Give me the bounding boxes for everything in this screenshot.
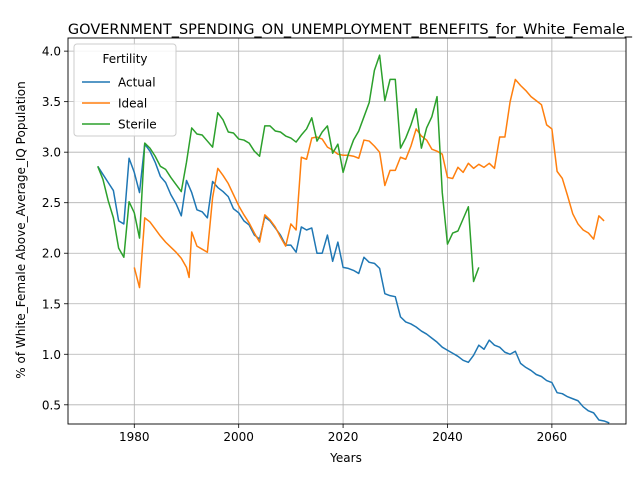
legend-box <box>73 43 177 137</box>
x-axis-label: Years <box>329 451 362 465</box>
legend-title: Fertility <box>102 52 147 66</box>
series-line-sterile <box>97 54 480 283</box>
legend-label-ideal: Ideal <box>118 97 147 111</box>
y-tick-label: 1.0 <box>42 348 61 362</box>
legend: Fertility Actual Ideal Sterile <box>73 43 177 137</box>
y-tick-label: 0.5 <box>42 398 61 412</box>
legend-label-actual: Actual <box>118 76 156 90</box>
grid <box>68 38 626 424</box>
x-tick-label: 1980 <box>119 430 150 444</box>
y-tick-label: 4.0 <box>42 45 61 59</box>
series-lines <box>97 54 610 424</box>
y-tick-label: 1.5 <box>42 297 61 311</box>
series-line-ideal <box>133 78 605 289</box>
x-tick-label: 2060 <box>537 430 568 444</box>
y-tick-label: 3.0 <box>42 146 61 160</box>
y-tick-label: 2.0 <box>42 247 61 261</box>
series-line-actual <box>97 143 610 424</box>
y-tick-label: 3.5 <box>42 95 61 109</box>
x-tick-label: 2040 <box>432 430 463 444</box>
legend-label-sterile: Sterile <box>118 118 157 132</box>
chart-title: GOVERNMENT_SPENDING_ON_UNEMPLOYMENT_BENE… <box>68 22 633 38</box>
y-axis-label: % of White_Female Above_Average_IQ Popul… <box>14 81 28 378</box>
x-tick-label: 2020 <box>328 430 359 444</box>
y-tick-label: 2.5 <box>42 196 61 210</box>
x-tick-label: 2000 <box>223 430 254 444</box>
plot-frame <box>67 37 627 425</box>
axis-ticks: 1980 2000 2020 2040 2060 0.5 1.0 1.5 2.0 2.5 3.0 3.… <box>42 45 567 444</box>
